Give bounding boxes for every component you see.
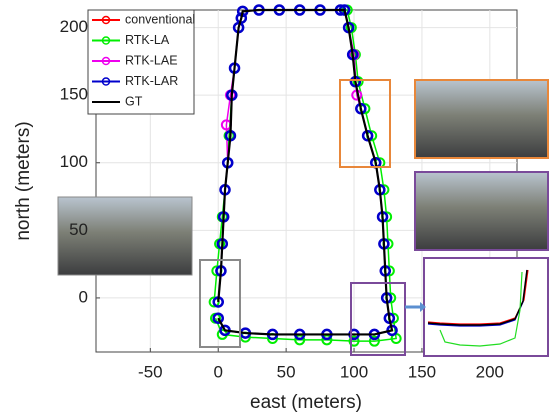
y-tick-label: 0 [79, 287, 88, 306]
x-tick-label: 150 [408, 362, 436, 381]
legend-label: RTK-LAE [125, 53, 178, 67]
x-tick-label: 0 [213, 362, 222, 381]
legend-label: GT [125, 94, 143, 108]
x-tick-label: 200 [476, 362, 504, 381]
legend-label: RTK-LAR [125, 74, 178, 88]
camera-photo [415, 80, 548, 158]
y-tick-label: 100 [60, 152, 88, 171]
chart: east (meters) north (meters) conventiona… [0, 0, 552, 420]
y-tick-label: 50 [69, 220, 88, 239]
legend: conventional RTK-LA RTK-LAE RTK-LAR GT [88, 10, 195, 114]
page: east (meters) north (meters) conventiona… [0, 0, 552, 420]
x-tick-label: 100 [340, 362, 368, 381]
x-axis-label: east (meters) [250, 392, 362, 413]
y-tick-label: 150 [60, 85, 88, 104]
camera-photo [415, 172, 548, 250]
x-tick-label: -50 [138, 362, 163, 381]
legend-label: RTK-LA [125, 33, 170, 47]
zoom-inset [424, 258, 548, 356]
legend-label: conventional [125, 12, 195, 26]
y-axis-label: north (meters) [13, 121, 34, 240]
x-tick-label: 50 [277, 362, 296, 381]
y-tick-label: 200 [60, 17, 88, 36]
